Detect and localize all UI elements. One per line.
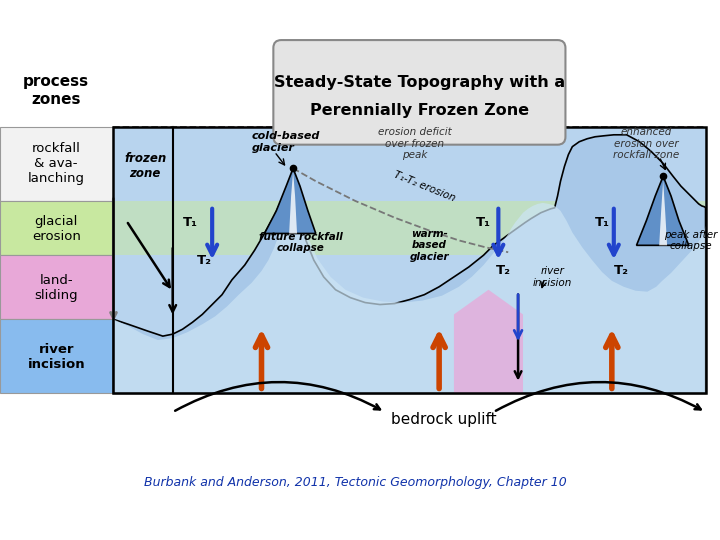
Text: T₁: T₁ [595,216,609,229]
Text: enhanced
erosion over
rockfall zone: enhanced erosion over rockfall zone [613,127,680,160]
Polygon shape [114,201,706,255]
Text: river
incision: river incision [27,343,85,371]
Polygon shape [264,168,316,233]
Text: land-
sliding: land- sliding [35,274,78,302]
Polygon shape [289,171,297,233]
Text: process
zones: process zones [23,74,89,106]
Text: glacial
erosion: glacial erosion [32,214,81,242]
Text: rockfall
& ava-
lanching: rockfall & ava- lanching [28,142,85,185]
Polygon shape [636,176,689,245]
Text: bedrock uplift: bedrock uplift [391,413,497,428]
Text: peak after
collapse: peak after collapse [664,230,717,251]
Polygon shape [660,180,667,245]
Polygon shape [0,127,114,201]
Polygon shape [0,201,114,255]
Text: T₂: T₂ [614,264,629,276]
Text: warm-
based
glacier: warm- based glacier [410,229,449,262]
Text: cold-based
glacier: cold-based glacier [251,131,320,152]
Text: erosion deficit
over frozen
peak: erosion deficit over frozen peak [377,127,451,160]
Polygon shape [114,135,706,393]
Text: future rockfall
collapse: future rockfall collapse [259,232,343,253]
Bar [114,127,706,393]
Text: Burbank and Anderson, 2011, Tectonic Geomorphology, Chapter 10: Burbank and Anderson, 2011, Tectonic Geo… [144,476,567,489]
Polygon shape [454,290,523,393]
Text: T₂: T₂ [197,254,212,267]
FancyBboxPatch shape [274,40,565,145]
Polygon shape [0,319,114,393]
Text: frozen
zone: frozen zone [124,152,166,180]
Polygon shape [0,255,114,319]
Text: Perennially Frozen Zone: Perennially Frozen Zone [310,103,529,118]
Text: T₁-T₂ erosion: T₁-T₂ erosion [392,169,456,203]
Text: Steady-State Topography with a: Steady-State Topography with a [274,75,565,90]
Polygon shape [114,183,706,393]
Text: T₁: T₁ [183,216,198,229]
Text: T₂: T₂ [496,264,510,276]
Polygon shape [114,127,706,393]
Text: river
incision: river incision [533,266,572,288]
Text: T₁: T₁ [476,216,491,229]
